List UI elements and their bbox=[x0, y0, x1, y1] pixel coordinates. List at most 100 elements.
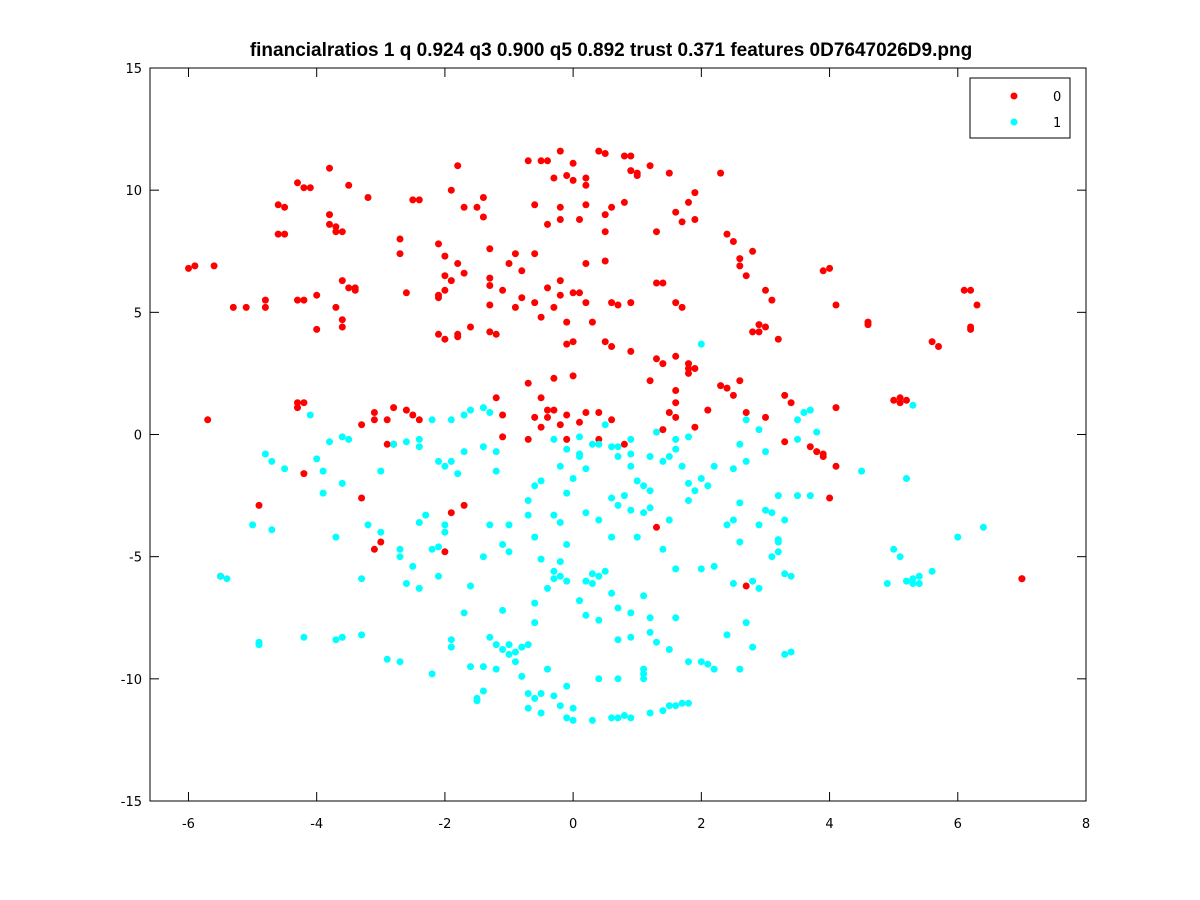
data-point bbox=[563, 682, 571, 690]
data-point bbox=[627, 462, 635, 470]
data-point bbox=[582, 181, 590, 189]
data-point bbox=[582, 611, 590, 619]
data-point bbox=[903, 475, 910, 482]
data-point bbox=[294, 296, 301, 304]
data-point bbox=[544, 406, 551, 414]
data-point bbox=[531, 413, 539, 421]
data-point bbox=[755, 584, 763, 592]
data-point bbox=[454, 260, 462, 267]
data-point bbox=[909, 401, 917, 409]
data-point bbox=[499, 286, 507, 294]
data-point bbox=[582, 260, 590, 267]
data-point bbox=[415, 519, 423, 526]
data-point bbox=[691, 487, 699, 495]
data-point bbox=[479, 663, 487, 671]
data-point bbox=[646, 504, 654, 512]
data-point bbox=[479, 443, 487, 451]
data-point bbox=[204, 416, 212, 424]
data-point bbox=[928, 338, 936, 346]
data-point bbox=[537, 313, 545, 321]
data-point bbox=[338, 316, 346, 324]
data-point bbox=[563, 411, 571, 419]
data-point bbox=[685, 198, 692, 206]
data-point bbox=[672, 435, 680, 443]
data-point bbox=[563, 489, 571, 497]
data-point bbox=[569, 338, 577, 346]
data-point bbox=[505, 641, 513, 649]
data-point bbox=[556, 558, 564, 566]
data-point bbox=[447, 457, 455, 465]
data-point bbox=[326, 220, 333, 228]
data-point bbox=[768, 509, 776, 517]
data-point bbox=[595, 616, 603, 624]
data-point bbox=[742, 582, 750, 590]
data-point bbox=[653, 279, 660, 287]
data-point bbox=[903, 577, 910, 585]
x-tick-label: -4 bbox=[310, 817, 323, 832]
x-tick-label: 6 bbox=[954, 817, 962, 832]
data-point bbox=[537, 157, 545, 165]
data-point bbox=[550, 374, 558, 382]
y-tick-label: -5 bbox=[129, 551, 142, 566]
data-point bbox=[909, 575, 917, 583]
data-point bbox=[967, 286, 975, 294]
data-point bbox=[736, 255, 744, 263]
data-point bbox=[659, 426, 667, 434]
data-point bbox=[345, 284, 353, 292]
data-point bbox=[646, 162, 654, 170]
data-point bbox=[794, 435, 801, 443]
data-point bbox=[665, 169, 673, 177]
data-point bbox=[601, 228, 609, 236]
data-point bbox=[435, 291, 442, 299]
data-point bbox=[832, 301, 840, 309]
data-point bbox=[518, 643, 526, 651]
data-point bbox=[556, 702, 564, 710]
data-point bbox=[524, 641, 532, 649]
data-point bbox=[261, 296, 269, 304]
data-point bbox=[550, 435, 558, 443]
data-point bbox=[569, 704, 577, 712]
data-point bbox=[678, 218, 686, 226]
legend: 0 1 bbox=[969, 77, 1071, 139]
data-point bbox=[300, 633, 308, 641]
data-point bbox=[608, 589, 616, 597]
data-point bbox=[460, 411, 468, 419]
data-point bbox=[691, 216, 699, 223]
data-point bbox=[544, 584, 551, 592]
data-point bbox=[653, 355, 660, 363]
data-point bbox=[556, 147, 564, 155]
data-point bbox=[396, 235, 404, 243]
data-point bbox=[729, 391, 737, 399]
data-point bbox=[274, 201, 282, 209]
x-tick-label: -6 bbox=[182, 817, 195, 832]
data-point bbox=[537, 394, 545, 402]
data-point bbox=[595, 435, 603, 443]
data-point bbox=[505, 521, 513, 529]
data-point bbox=[415, 196, 423, 204]
data-point bbox=[762, 413, 769, 421]
data-point bbox=[710, 462, 718, 470]
data-point bbox=[794, 416, 801, 424]
data-point bbox=[556, 216, 564, 223]
data-point bbox=[736, 377, 744, 385]
data-point bbox=[460, 269, 468, 277]
data-point bbox=[383, 416, 391, 424]
data-point bbox=[338, 479, 346, 487]
data-point bbox=[627, 633, 635, 641]
data-point bbox=[332, 303, 340, 311]
data-point bbox=[819, 450, 827, 458]
data-point bbox=[306, 411, 314, 419]
data-point bbox=[486, 274, 494, 282]
data-point bbox=[646, 377, 654, 385]
data-point bbox=[736, 499, 744, 507]
data-point bbox=[435, 330, 442, 338]
data-point bbox=[640, 670, 648, 678]
data-point bbox=[729, 465, 737, 473]
data-point bbox=[499, 606, 507, 614]
data-point bbox=[556, 291, 564, 299]
data-point bbox=[319, 489, 327, 497]
data-point bbox=[447, 643, 455, 651]
data-point bbox=[479, 213, 487, 221]
data-point bbox=[479, 404, 487, 412]
data-point bbox=[364, 521, 372, 529]
